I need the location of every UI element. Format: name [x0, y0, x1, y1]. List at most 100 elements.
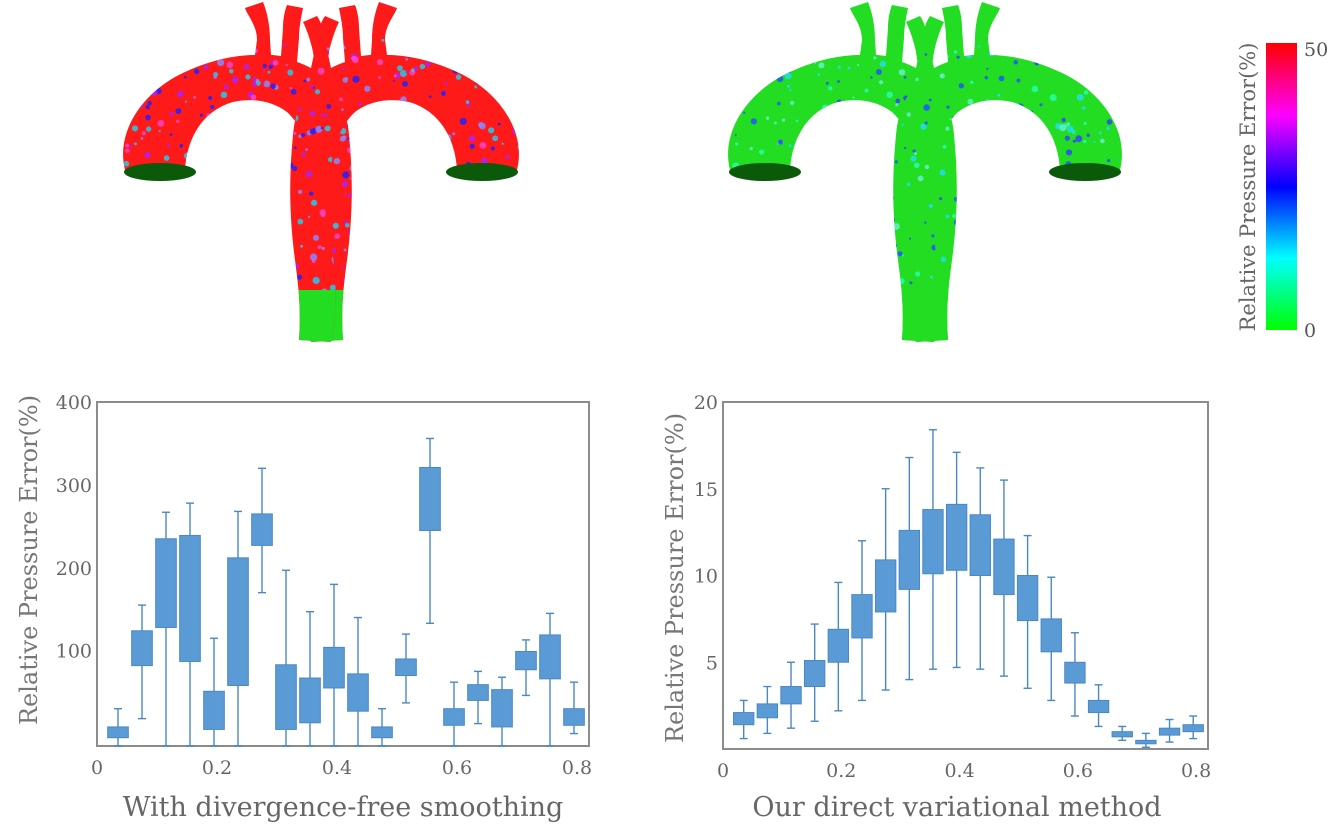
box-iqr — [347, 673, 369, 712]
box-iqr — [395, 658, 417, 677]
box-5 — [227, 510, 249, 747]
box-8 — [299, 611, 321, 747]
box-13 — [419, 437, 441, 625]
box-15 — [467, 670, 489, 725]
box-6 — [874, 488, 897, 691]
colorbar-gradient — [1266, 43, 1297, 330]
box-iqr — [155, 538, 177, 628]
x-tick-label: 0.6 — [442, 757, 472, 779]
box-13 — [1040, 576, 1062, 702]
box-iqr — [803, 660, 826, 688]
box-iqr — [419, 466, 441, 531]
y-tick-label: 300 — [56, 475, 92, 497]
box-3 — [803, 623, 826, 722]
box-iqr — [275, 664, 297, 730]
box-5 — [851, 540, 873, 702]
aorta-render-right-back — [893, 2, 1122, 342]
box-iqr — [1040, 618, 1062, 653]
box-17 — [1135, 732, 1157, 748]
aorta-inlet — [124, 163, 196, 181]
box-11 — [371, 707, 393, 747]
box-0 — [107, 707, 129, 747]
box-iqr — [874, 559, 897, 613]
box-3 — [179, 502, 201, 747]
colorbar: 50 0 Relative Pressure Error(%) — [1236, 39, 1328, 342]
box-iqr — [443, 708, 465, 726]
box-14 — [443, 681, 465, 747]
x-tick-label: 0.4 — [322, 757, 352, 779]
x-tick-label: 0 — [717, 760, 729, 782]
box-iqr — [179, 534, 201, 662]
box-iqr — [1135, 739, 1157, 745]
box-11 — [993, 479, 1015, 677]
box-4 — [203, 637, 225, 747]
box-iqr — [733, 712, 755, 726]
box-iqr — [780, 686, 802, 705]
x-tick-label: 0.2 — [202, 757, 232, 779]
chart-divergence-free: 0 0.2 0.4 0.6 0.8 100 200 300 400 Relative Press… — [15, 392, 592, 823]
box-2 — [155, 511, 177, 747]
colorbar-title: Relative Pressure Error(%) — [1236, 43, 1260, 332]
aorta-inlet — [1049, 163, 1121, 181]
box-6 — [251, 467, 273, 594]
aorta-inlet — [446, 163, 518, 181]
box-7 — [275, 569, 297, 747]
box-iqr — [1182, 724, 1204, 733]
box-iqr — [1111, 731, 1133, 738]
box-iqr — [203, 690, 225, 730]
box-iqr — [299, 677, 321, 724]
box-iqr — [827, 628, 850, 663]
plot-frame — [722, 401, 1209, 750]
box-iqr — [756, 703, 779, 719]
box-16 — [1111, 725, 1133, 742]
colorbar-max-label: 50 — [1304, 39, 1328, 61]
box-marks — [107, 437, 585, 747]
box-iqr — [922, 509, 944, 575]
box-iqr — [945, 503, 968, 571]
box-iqr — [1016, 575, 1039, 622]
box-19 — [1182, 715, 1204, 740]
box-iqr — [515, 651, 537, 671]
y-axis-label: Relative Pressure Error(%) — [15, 395, 43, 725]
box-iqr — [851, 594, 873, 639]
box-7 — [898, 456, 920, 681]
box-iqr — [1087, 699, 1110, 714]
box-15 — [1087, 684, 1110, 728]
x-tick-label: 0 — [91, 757, 103, 779]
box-iqr — [323, 646, 345, 689]
box-10 — [969, 467, 991, 670]
aorta-render-left-back — [290, 2, 519, 342]
box-18 — [539, 612, 561, 747]
box-iqr — [1064, 661, 1086, 684]
box-4 — [827, 581, 850, 712]
y-tick-label: 400 — [56, 392, 92, 414]
y-axis-label: Relative Pressure Error(%) — [661, 413, 689, 743]
box-9 — [945, 451, 968, 669]
box-1 — [131, 604, 153, 720]
y-tick-label: 200 — [56, 558, 92, 580]
chart-title: Our direct variational method — [752, 792, 1161, 823]
x-tick-label: 0.8 — [562, 757, 592, 779]
aorta-outlet — [893, 290, 945, 342]
colorbar-min-label: 0 — [1304, 320, 1316, 342]
box-17 — [515, 639, 537, 697]
y-tick-label: 20 — [694, 392, 718, 414]
box-10 — [347, 616, 369, 747]
box-9 — [323, 583, 345, 747]
aorta-inlet — [729, 163, 801, 181]
y-tick-label: 100 — [56, 641, 92, 663]
plot-frame — [96, 401, 590, 747]
x-tick-label: 0.6 — [1063, 760, 1093, 782]
box-16 — [491, 676, 513, 747]
box-iqr — [1158, 727, 1181, 736]
box-0 — [733, 699, 755, 740]
y-tick-label: 10 — [694, 566, 718, 588]
aorta-renders — [123, 2, 1122, 342]
tick-labels: 0 0.2 0.4 0.6 0.8 100 200 300 400 — [56, 392, 592, 779]
box-iqr — [251, 513, 273, 546]
box-iqr — [993, 538, 1015, 596]
box-14 — [1064, 632, 1086, 717]
box-iqr — [467, 684, 489, 701]
box-iqr — [969, 514, 991, 577]
